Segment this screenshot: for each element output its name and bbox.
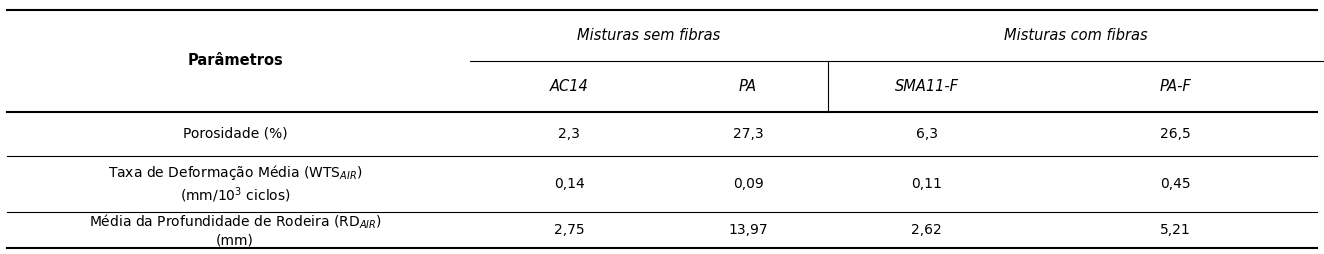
Text: 2,75: 2,75 (553, 223, 585, 237)
Text: AC14: AC14 (549, 79, 589, 94)
Text: 0,45: 0,45 (1160, 177, 1190, 191)
Text: SMA11-F: SMA11-F (895, 79, 959, 94)
Text: 2,62: 2,62 (911, 223, 943, 237)
Text: 2,3: 2,3 (559, 127, 580, 141)
Text: PA-F: PA-F (1160, 79, 1190, 94)
Text: Misturas sem fibras: Misturas sem fibras (577, 28, 720, 43)
Text: 0,14: 0,14 (553, 177, 585, 191)
Text: Parâmetros: Parâmetros (187, 53, 283, 69)
Text: Porosidade (%): Porosidade (%) (183, 127, 287, 141)
Text: 6,3: 6,3 (916, 127, 937, 141)
Text: Taxa de Deformação Média (WTS$_{AIR}$)
(mm/10$^{3}$ ciclos): Taxa de Deformação Média (WTS$_{AIR}$) (… (107, 163, 363, 205)
Text: Média da Profundidade de Rodeira (RD$_{AIR}$)
(mm): Média da Profundidade de Rodeira (RD$_{A… (89, 213, 381, 247)
Text: 13,97: 13,97 (728, 223, 768, 237)
Text: PA: PA (739, 79, 757, 94)
Text: 0,09: 0,09 (732, 177, 764, 191)
Text: 27,3: 27,3 (732, 127, 764, 141)
Text: Misturas com fibras: Misturas com fibras (1004, 28, 1148, 43)
Text: 5,21: 5,21 (1160, 223, 1190, 237)
Text: 26,5: 26,5 (1160, 127, 1190, 141)
Text: 0,11: 0,11 (911, 177, 943, 191)
